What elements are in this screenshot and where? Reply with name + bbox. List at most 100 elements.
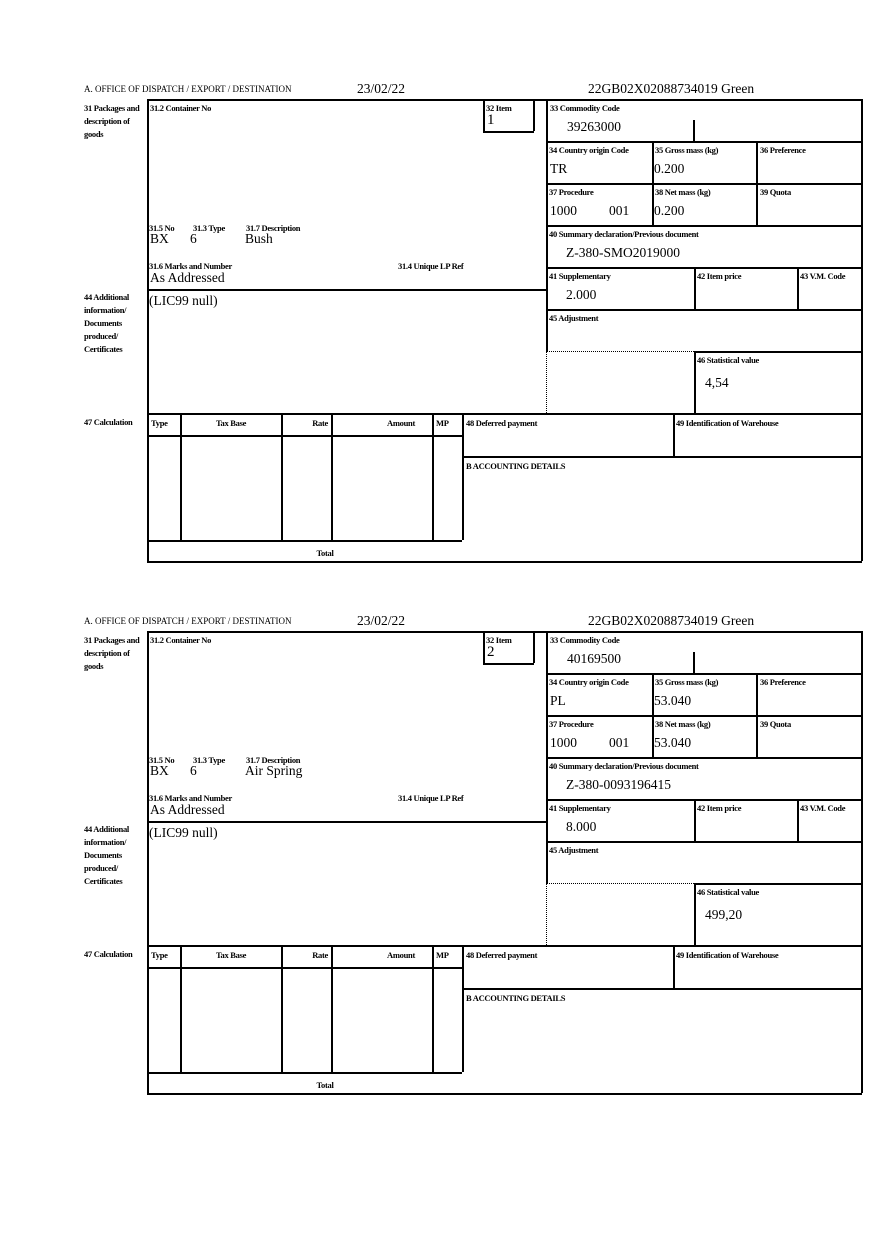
form-rule: [673, 945, 675, 988]
label-packages: 31 Packages and description of goods: [84, 103, 140, 139]
value-commodity-code: 39263000: [567, 119, 621, 134]
form-rule: [180, 945, 182, 1072]
value-country-origin: PL: [550, 693, 566, 708]
dotted-rule: [546, 351, 694, 352]
value-procedure-ext: 001: [609, 735, 630, 750]
form-rule: [147, 945, 862, 947]
form-rule: [180, 413, 182, 540]
declaration-date: 23/02/22: [357, 613, 406, 628]
form-rule: [546, 799, 862, 801]
label-deferred-payment: 48 Deferred payment: [466, 418, 538, 428]
value-type: 6: [190, 231, 197, 246]
label-quota: 39 Quota: [760, 719, 791, 729]
value-commodity-code: 40169500: [567, 651, 621, 666]
form-rule: [694, 351, 862, 353]
label-vm-code: 43 V.M. Code: [800, 803, 846, 813]
office-title: A. OFFICE OF DISPATCH / EXPORT / DESTINA…: [84, 84, 292, 94]
value-item: 2: [487, 644, 495, 660]
label-unique-lp-ref: 31.4 Unique LP Ref: [398, 793, 464, 803]
col-tax-base: Tax Base: [215, 418, 247, 428]
form-rule: [546, 309, 862, 311]
value-procedure: 1000: [550, 203, 577, 218]
label-marks: 31.6 Marks and Number: [149, 793, 232, 803]
form-rule: [694, 799, 696, 841]
value-summary-declaration: Z-380-0093196415: [566, 777, 671, 792]
item-block-1: A. OFFICE OF DISPATCH / EXPORT / DESTINA…: [0, 80, 882, 580]
form-rule: [546, 225, 862, 227]
form-rule: [756, 673, 758, 757]
form-rule: [331, 945, 333, 1072]
value-gross-mass: 53.040: [654, 693, 692, 708]
label-additional-info: 44 Additional information/ Documents pro…: [84, 824, 129, 886]
label-country-origin: 34 Country origin Code: [549, 145, 629, 155]
form-rule: [331, 413, 333, 540]
dotted-rule: [546, 883, 547, 945]
label-description: 31.7 Description: [246, 223, 301, 233]
label-deferred-payment: 48 Deferred payment: [466, 950, 538, 960]
form-rule: [147, 99, 149, 561]
declaration-reference: 22GB02X02088734019 Green: [588, 613, 755, 628]
label-vm-code: 43 V.M. Code: [800, 271, 846, 281]
form-rule: [673, 413, 675, 456]
value-statistical-value: 4,54: [705, 375, 729, 390]
declaration-reference: 22GB02X02088734019 Green: [588, 81, 755, 96]
dotted-rule: [546, 883, 694, 884]
label-unique-lp-ref: 31.4 Unique LP Ref: [398, 261, 464, 271]
col-mp: MP: [436, 418, 449, 428]
value-supplementary: 2.000: [566, 287, 597, 302]
col-tax-base: Tax Base: [215, 950, 247, 960]
form-rule: [694, 883, 696, 945]
value-additional-info: (LIC99 null): [149, 825, 218, 840]
value-description: Air Spring: [245, 763, 303, 778]
label-summary-declaration: 40 Summary declaration/Previous document: [549, 761, 699, 771]
label-marks: 31.6 Marks and Number: [149, 261, 232, 271]
value-statistical-value: 499,20: [705, 907, 743, 922]
value-item: 1: [487, 112, 495, 128]
label-container-no: 31.2 Container No: [150, 103, 212, 113]
form-rule: [533, 631, 535, 663]
label-adjustment: 45 Adjustment: [549, 845, 599, 855]
label-no: 31.5 No: [149, 223, 175, 233]
form-rule: [694, 267, 696, 309]
form-rule: [756, 141, 758, 225]
label-warehouse: 49 Identification of Warehouse: [676, 950, 779, 960]
value-no: BX: [150, 763, 169, 778]
form-rule: [797, 799, 799, 841]
form-rule: [281, 945, 283, 1072]
value-no: BX: [150, 231, 169, 246]
form-rule: [147, 1072, 462, 1074]
label-preference: 36 Preference: [760, 145, 806, 155]
form-rule: [483, 663, 534, 665]
label-commodity-code: 33 Commodity Code: [550, 635, 620, 645]
label-description: 31.7 Description: [246, 755, 301, 765]
label-type: 31.3 Type: [193, 223, 225, 233]
label-accounting-details: B ACCOUNTING DETAILS: [466, 461, 566, 471]
form-rule: [546, 141, 862, 143]
form-rule: [462, 413, 464, 540]
label-quota: 39 Quota: [760, 187, 791, 197]
form-rule: [147, 99, 862, 101]
value-summary-declaration: Z-380-SMO2019000: [566, 245, 680, 260]
form-rule: [652, 141, 654, 225]
label-procedure: 37 Procedure: [549, 187, 594, 197]
form-rule: [546, 715, 862, 717]
form-rule: [861, 99, 863, 561]
value-procedure: 1000: [550, 735, 577, 750]
value-additional-info: (LIC99 null): [149, 293, 218, 308]
label-item: 32 Item: [486, 103, 512, 113]
col-mp: MP: [436, 950, 449, 960]
form-rule: [147, 289, 546, 291]
form-rule: [546, 841, 862, 843]
label-calculation: 47 Calculation: [84, 949, 133, 959]
col-type: Type: [151, 950, 168, 960]
form-rule: [281, 413, 283, 540]
form-rule: [462, 456, 862, 458]
col-rate: Rate: [312, 950, 328, 960]
form-rule: [147, 540, 462, 542]
label-additional-info: 44 Additional information/ Documents pro…: [84, 292, 129, 354]
form-rule: [693, 652, 695, 673]
form-rule: [147, 631, 862, 633]
label-supplementary: 41 Supplementary: [549, 803, 611, 813]
form-rule: [147, 435, 462, 437]
label-country-origin: 34 Country origin Code: [549, 677, 629, 687]
